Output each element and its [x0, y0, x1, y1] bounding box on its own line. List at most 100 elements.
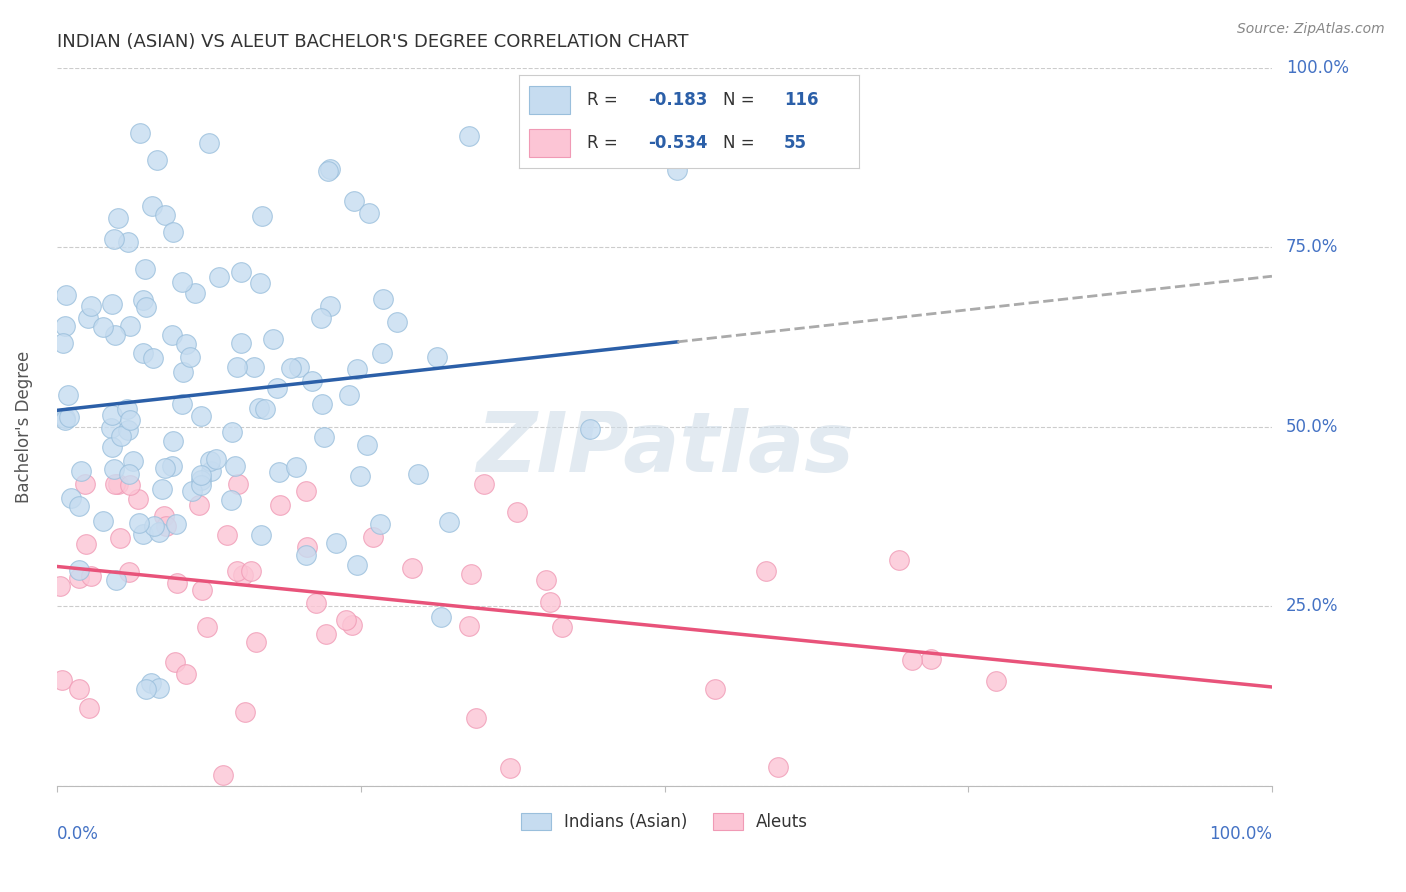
- Point: [100, 297, 122, 311]
- Point: [132, 293, 155, 308]
- Point: [229, 265, 252, 279]
- Point: [550, 620, 572, 634]
- Point: [232, 567, 254, 582]
- Point: [162, 328, 184, 343]
- Point: [294, 484, 316, 499]
- Point: [233, 705, 256, 719]
- Point: [165, 655, 187, 669]
- Point: [55, 288, 77, 302]
- Point: [165, 516, 187, 531]
- Point: [153, 208, 176, 222]
- Point: [538, 595, 561, 609]
- Point: [139, 676, 162, 690]
- Point: [226, 564, 249, 578]
- Point: [148, 681, 170, 695]
- Point: [141, 199, 163, 213]
- Point: [118, 478, 141, 492]
- Point: [200, 454, 222, 468]
- Point: [239, 564, 262, 578]
- Point: [984, 673, 1007, 688]
- Point: [107, 211, 129, 226]
- Point: [104, 328, 127, 343]
- Point: [346, 558, 368, 572]
- Point: [385, 315, 408, 329]
- Point: [131, 527, 153, 541]
- Point: [340, 617, 363, 632]
- Point: [67, 499, 90, 513]
- Point: [339, 388, 361, 402]
- Point: [148, 525, 170, 540]
- Point: [295, 548, 318, 562]
- Point: [755, 564, 778, 578]
- Point: [128, 516, 150, 530]
- Point: [343, 194, 366, 209]
- Point: [901, 653, 924, 667]
- Text: ZIPatlas: ZIPatlas: [475, 408, 853, 489]
- Point: [319, 161, 342, 176]
- Point: [190, 478, 212, 492]
- Point: [205, 452, 228, 467]
- Point: [108, 531, 131, 545]
- Point: [371, 292, 394, 306]
- Point: [77, 311, 100, 326]
- Point: [153, 508, 176, 523]
- Point: [247, 401, 270, 416]
- Point: [79, 569, 101, 583]
- Point: [73, 477, 96, 491]
- Point: [221, 425, 243, 439]
- Point: [311, 397, 333, 411]
- Point: [143, 519, 166, 533]
- Point: [67, 681, 90, 696]
- Point: [207, 270, 229, 285]
- Point: [100, 409, 122, 423]
- Point: [115, 402, 138, 417]
- Point: [162, 225, 184, 239]
- Point: [162, 458, 184, 473]
- Point: [472, 477, 495, 491]
- Point: [226, 359, 249, 374]
- Point: [505, 505, 527, 519]
- Point: [226, 477, 249, 491]
- Point: [458, 129, 481, 144]
- Point: [319, 299, 342, 313]
- Point: [249, 276, 271, 290]
- Text: 0.0%: 0.0%: [58, 825, 100, 843]
- Point: [174, 337, 197, 351]
- Text: 100.0%: 100.0%: [1209, 825, 1272, 843]
- Point: [179, 350, 201, 364]
- Point: [190, 473, 212, 487]
- Point: [666, 163, 689, 178]
- Point: [460, 567, 482, 582]
- Text: INDIAN (ASIAN) VS ALEUT BACHELOR'S DEGREE CORRELATION CHART: INDIAN (ASIAN) VS ALEUT BACHELOR'S DEGRE…: [58, 33, 689, 51]
- Point: [356, 437, 378, 451]
- Point: [53, 318, 76, 333]
- Point: [429, 610, 451, 624]
- Point: [104, 574, 127, 588]
- Point: [110, 429, 132, 443]
- Point: [368, 516, 391, 531]
- Point: [361, 530, 384, 544]
- Point: [301, 375, 323, 389]
- Text: 100.0%: 100.0%: [1286, 59, 1348, 77]
- Point: [305, 596, 328, 610]
- Point: [187, 498, 209, 512]
- Point: [134, 262, 156, 277]
- Point: [103, 462, 125, 476]
- Point: [135, 682, 157, 697]
- Point: [768, 760, 790, 774]
- Point: [51, 673, 73, 688]
- Point: [190, 468, 212, 483]
- Point: [314, 430, 336, 444]
- Point: [200, 464, 222, 478]
- Point: [55, 413, 77, 427]
- Point: [107, 477, 129, 491]
- Legend: Indians (Asian), Aleuts: Indians (Asian), Aleuts: [522, 813, 808, 831]
- Point: [75, 537, 97, 551]
- Point: [245, 635, 267, 649]
- Point: [437, 516, 460, 530]
- Point: [52, 336, 75, 351]
- Point: [297, 541, 319, 555]
- Point: [118, 565, 141, 579]
- Point: [103, 232, 125, 246]
- Point: [122, 454, 145, 468]
